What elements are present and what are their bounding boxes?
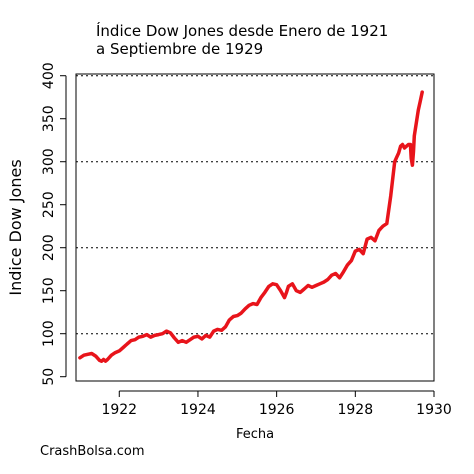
x-tick-label-1930: 1930	[416, 402, 452, 418]
y-tick-label-400: 400	[41, 62, 57, 89]
chart-title: Índice Dow Jones desde Enero de 1921 a S…	[96, 22, 388, 58]
dow-jones-series-line	[78, 90, 424, 363]
x-axis-title: Fecha	[236, 427, 274, 442]
y-tick-label-50: 50	[41, 368, 57, 386]
y-tick-label-250: 250	[41, 191, 57, 218]
y-tick-label-150: 150	[41, 277, 57, 304]
y-tick-label-350: 350	[41, 105, 57, 132]
x-tick-label-1924: 1924	[180, 402, 216, 418]
x-tick-label-1922: 1922	[101, 402, 137, 418]
y-tick-label-300: 300	[41, 148, 57, 175]
chart-title-line-1: Índice Dow Jones desde Enero de 1921	[96, 22, 389, 40]
x-tick-label-1928: 1928	[337, 402, 373, 418]
y-tick-label-200: 200	[41, 234, 57, 261]
y-axis-title: Indice Dow Jones	[6, 159, 25, 295]
grid-lines	[76, 75, 434, 335]
plot-frame	[75, 73, 435, 382]
x-axis: 1922 1924 1926 1928 1930	[101, 390, 452, 418]
x-tick-label-1926: 1926	[259, 402, 295, 418]
y-tick-label-100: 100	[41, 320, 57, 347]
y-axis: 50 100 150 200 250 300 350 400	[41, 62, 67, 386]
watermark-crashbolsa: CrashBolsa.com	[40, 444, 145, 459]
chart-title-line-2: a Septiembre de 1929	[96, 40, 264, 58]
